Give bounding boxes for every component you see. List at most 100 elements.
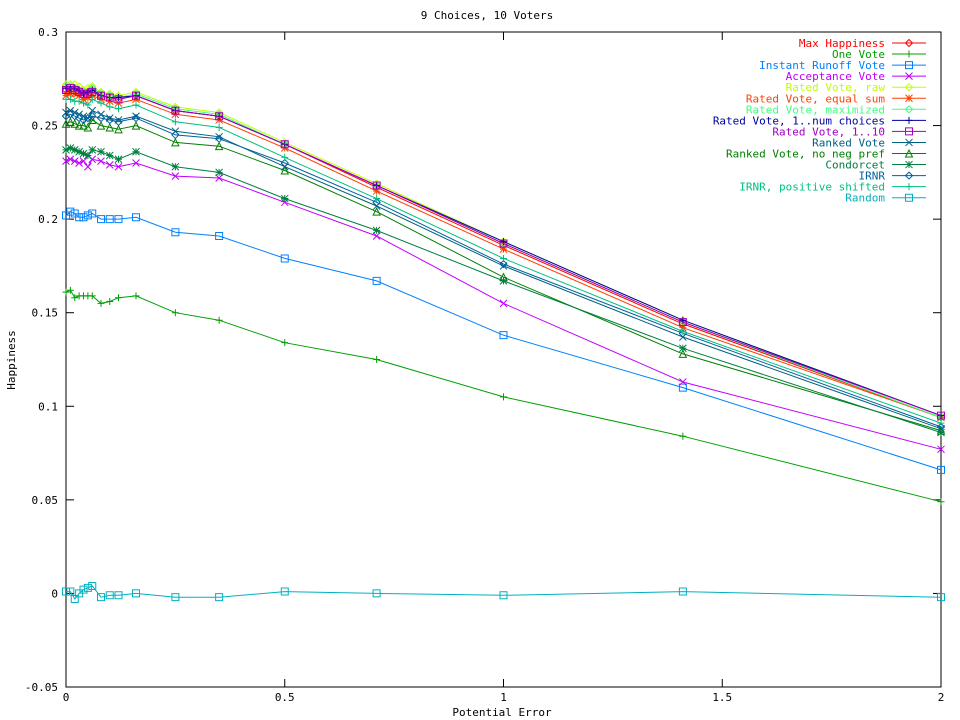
data-point: [678, 587, 687, 596]
data-point: [66, 144, 75, 152]
data-point: [88, 209, 97, 218]
data-point: [372, 232, 381, 240]
legend-marker: [904, 105, 914, 114]
data-point: [132, 91, 140, 100]
data-point: [105, 122, 115, 132]
series-line: [65, 119, 942, 432]
data-point: [171, 106, 180, 115]
data-point: [214, 134, 224, 143]
data-point: [499, 245, 508, 253]
data-point: [75, 147, 83, 156]
data-point: [215, 168, 223, 177]
data-point: [114, 95, 123, 104]
data-point: [83, 113, 93, 123]
y-tick-label: 0.25: [32, 120, 59, 133]
data-point: [70, 209, 79, 218]
data-point: [678, 318, 687, 327]
data-point: [79, 115, 88, 125]
y-tick-label: 0.15: [32, 307, 59, 320]
data-point: [114, 215, 123, 224]
data-point: [75, 159, 83, 167]
data-point: [372, 187, 381, 195]
series-13: [62, 95, 945, 427]
data-point: [214, 141, 224, 151]
data-point: [171, 118, 179, 126]
data-point: [80, 99, 87, 107]
data-point: [171, 130, 180, 140]
data-point: [106, 103, 114, 111]
data-point: [88, 292, 96, 300]
legend-label: Acceptance Vote: [786, 70, 885, 83]
legend-marker: [905, 183, 913, 191]
legend-label: Rated Vote, 1..10: [772, 125, 885, 138]
data-point: [105, 93, 114, 102]
data-point: [280, 158, 289, 168]
data-point: [66, 110, 75, 119]
data-point: [171, 593, 180, 602]
y-tick-label: 0: [51, 587, 58, 600]
data-point: [97, 593, 105, 602]
data-point: [62, 91, 70, 100]
data-point: [105, 215, 114, 224]
data-point: [75, 87, 84, 96]
data-point: [105, 115, 114, 125]
data-point: [84, 151, 92, 160]
data-point: [66, 89, 75, 98]
legend-marker: [904, 148, 914, 158]
data-point: [280, 198, 289, 207]
data-point: [66, 117, 75, 126]
data-point: [679, 432, 687, 440]
legend-marker: [905, 193, 913, 202]
data-point: [372, 589, 381, 598]
legend-label: Rated Vote, raw: [786, 81, 886, 94]
series-2: [62, 207, 945, 474]
data-point: [280, 194, 289, 203]
data-point: [937, 445, 945, 454]
series-11: [62, 144, 945, 437]
data-point: [131, 120, 141, 130]
data-point: [97, 99, 105, 107]
data-point: [83, 122, 93, 132]
data-point: [105, 151, 114, 160]
data-point: [373, 356, 381, 363]
data-point: [66, 84, 75, 93]
data-point: [88, 581, 97, 590]
data-point: [679, 378, 687, 386]
legend-marker: [905, 116, 913, 124]
data-point: [88, 112, 97, 121]
series-3: [62, 155, 945, 454]
data-point: [70, 157, 79, 165]
x-tick-label: 1: [500, 691, 507, 704]
data-point: [372, 181, 381, 190]
data-point: [114, 591, 123, 600]
data-point: [79, 95, 88, 104]
legend-marker: [905, 138, 913, 147]
legend-label: Rated Vote, 1..num choices: [713, 114, 885, 127]
series-layer: [61, 80, 946, 604]
x-tick-label: 0: [63, 691, 70, 704]
legend-marker: [905, 50, 913, 58]
data-point: [115, 294, 122, 302]
data-point: [171, 172, 180, 180]
data-point: [280, 254, 289, 263]
data-point: [70, 119, 80, 128]
data-point: [74, 120, 84, 130]
data-point: [500, 254, 507, 262]
data-point: [132, 147, 140, 156]
legend-label: Instant Runoff Vote: [759, 59, 885, 72]
data-point: [373, 195, 381, 203]
data-point: [66, 286, 74, 294]
data-point: [70, 112, 79, 121]
legend-label: One Vote: [832, 48, 885, 61]
data-point: [114, 155, 123, 164]
y-axis-label: Happiness: [5, 330, 18, 390]
data-point: [215, 112, 224, 121]
data-point: [131, 113, 141, 123]
legend-label: Ranked Vote, no neg pref: [726, 148, 885, 161]
data-point: [79, 120, 88, 130]
data-point: [280, 587, 289, 596]
x-axis: 0 0.5 1 1.5 2: [63, 32, 944, 704]
data-point: [79, 157, 88, 165]
legend-marker: [905, 94, 913, 103]
